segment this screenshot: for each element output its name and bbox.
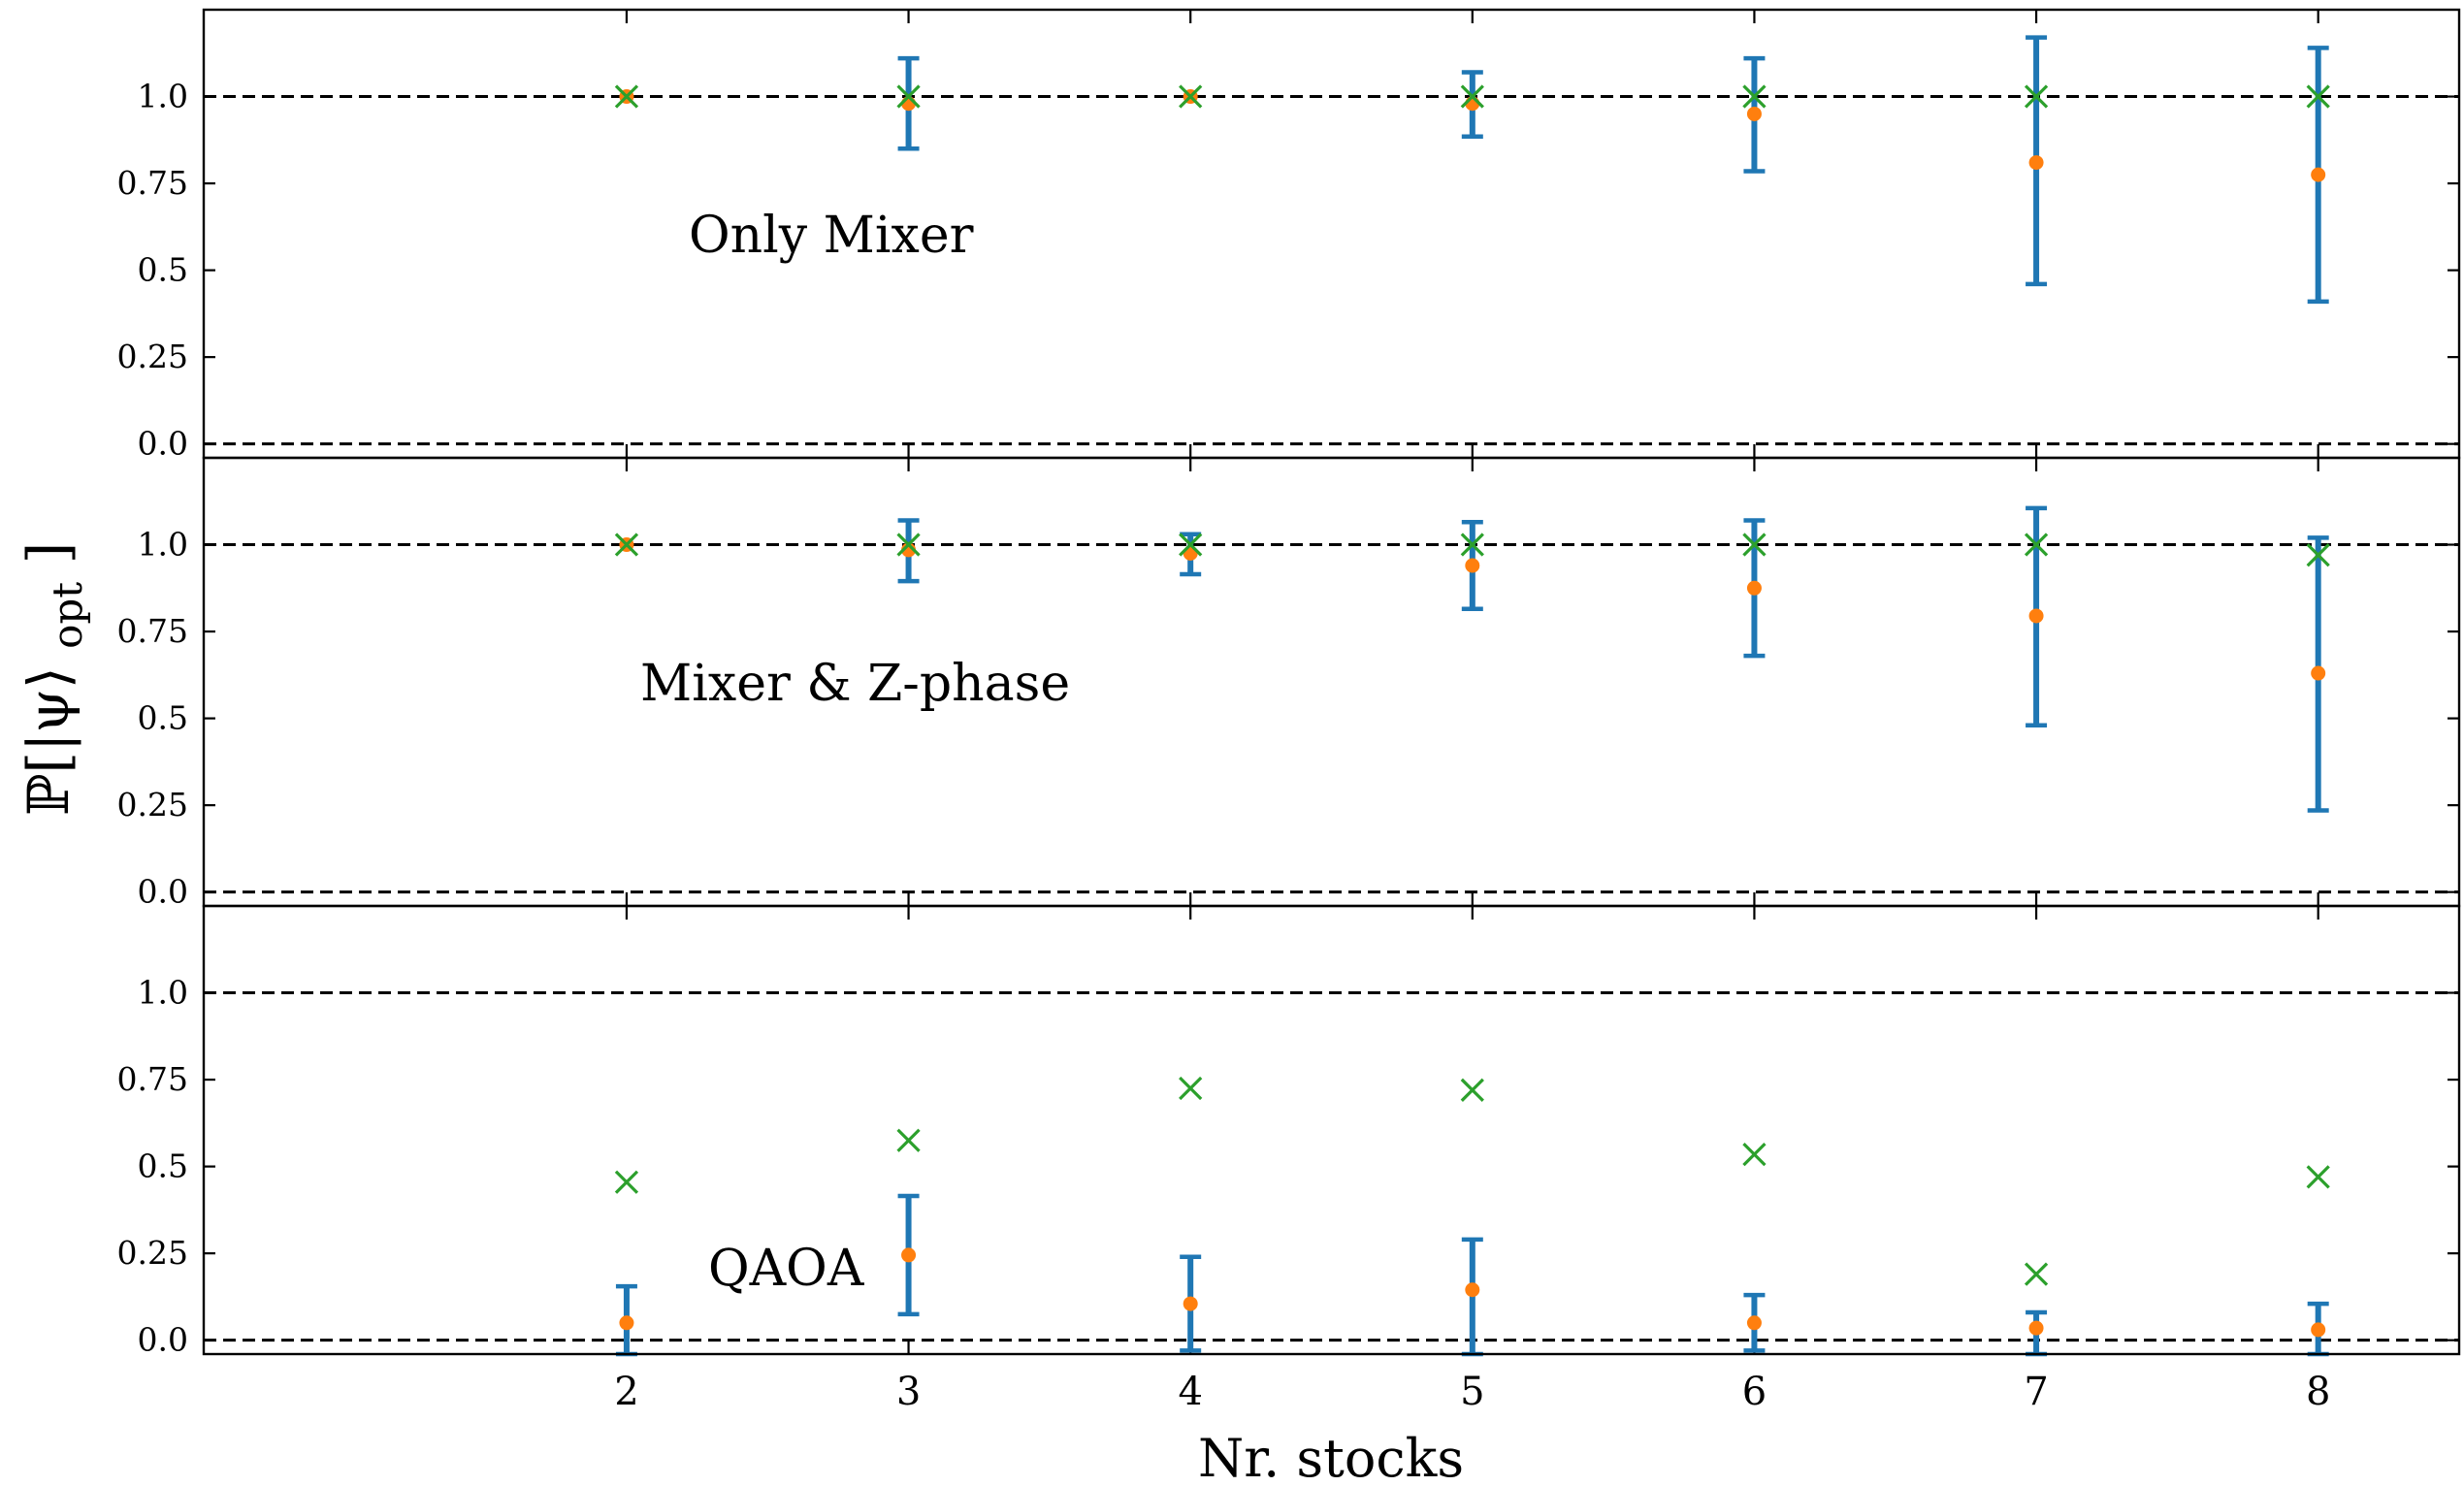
y-tick-label: 0.75 bbox=[117, 164, 188, 202]
mean-point bbox=[901, 1247, 917, 1263]
y-axis-title-subscript: opt bbox=[44, 582, 91, 649]
max-marker bbox=[2306, 84, 2330, 109]
panel-frame bbox=[202, 904, 2461, 1356]
y-tick-label: 0.5 bbox=[138, 1147, 188, 1185]
max-marker bbox=[2024, 1262, 2049, 1286]
mean-point bbox=[1465, 1282, 1480, 1298]
max-marker bbox=[1742, 84, 1767, 109]
mean-point bbox=[2028, 608, 2044, 624]
y-tick-label: 0.5 bbox=[138, 251, 188, 289]
max-marker bbox=[2024, 84, 2049, 109]
mean-point bbox=[1746, 580, 1762, 596]
y-tick-label: 0.5 bbox=[138, 699, 188, 737]
mean-point bbox=[1183, 1296, 1198, 1311]
y-tick-label: 0.25 bbox=[117, 1234, 188, 1272]
x-tick-label: 5 bbox=[1460, 1370, 1484, 1414]
mean-point bbox=[2311, 167, 2326, 182]
y-tick-label: 0.0 bbox=[138, 873, 188, 911]
y-tick-label: 0.25 bbox=[117, 786, 188, 824]
y-tick-label: 0.0 bbox=[138, 425, 188, 463]
panel-frame bbox=[202, 456, 2461, 908]
panel-label: Mixer & Z-phase bbox=[640, 655, 1070, 713]
x-tick-label: 6 bbox=[1742, 1370, 1767, 1414]
y-tick-label: 1.0 bbox=[138, 78, 188, 115]
x-axis-title: Nr. stocks bbox=[1198, 1428, 1464, 1486]
max-marker bbox=[1460, 533, 1484, 557]
mean-point bbox=[2028, 155, 2044, 171]
max-marker bbox=[2024, 533, 2049, 557]
panel-label: Only Mixer bbox=[689, 207, 974, 265]
y-tick-label: 0.75 bbox=[117, 1060, 188, 1098]
max-marker bbox=[896, 1128, 921, 1152]
mean-point bbox=[1465, 558, 1480, 573]
y-axis-title: ℙ[|ψ⟩ opt ] bbox=[16, 542, 95, 816]
max-marker bbox=[2306, 543, 2330, 567]
panel-3: 0.0 0.25 0.5 0.75 1.0 QAOA bbox=[117, 904, 2461, 1359]
max-marker bbox=[614, 533, 639, 557]
max-marker bbox=[1179, 533, 1203, 557]
x-tick-labels: 2 3 4 5 6 7 8 bbox=[614, 1370, 2330, 1414]
max-marker bbox=[1460, 1078, 1484, 1102]
x-tick-label: 7 bbox=[2024, 1370, 2048, 1414]
max-marker bbox=[1179, 84, 1203, 109]
y-tick-label: 1.0 bbox=[138, 526, 188, 564]
x-tick-label: 3 bbox=[896, 1370, 921, 1414]
max-marker bbox=[2306, 1165, 2330, 1189]
mean-point bbox=[1746, 1315, 1762, 1331]
mean-point bbox=[2028, 1320, 2044, 1336]
max-marker bbox=[1742, 533, 1767, 557]
mean-point bbox=[619, 1315, 634, 1331]
max-marker bbox=[614, 1170, 639, 1194]
max-marker bbox=[1179, 1076, 1203, 1101]
mean-point bbox=[2311, 1322, 2326, 1338]
panel-frame bbox=[202, 8, 2461, 460]
x-tick-label: 2 bbox=[614, 1370, 638, 1414]
mean-point bbox=[2311, 665, 2326, 681]
y-tick-label: 0.25 bbox=[117, 338, 188, 375]
y-axis-title-close: ] bbox=[16, 542, 81, 565]
x-tick-label: 4 bbox=[1178, 1370, 1202, 1414]
max-marker bbox=[896, 84, 921, 109]
mean-point bbox=[1746, 106, 1762, 121]
max-marker bbox=[1460, 84, 1484, 109]
x-tick-label: 8 bbox=[2306, 1370, 2330, 1414]
y-tick-label: 0.0 bbox=[138, 1321, 188, 1359]
panel-label: QAOA bbox=[708, 1240, 865, 1298]
y-tick-label: 0.75 bbox=[117, 612, 188, 650]
max-marker bbox=[614, 84, 639, 109]
max-marker bbox=[1742, 1142, 1767, 1167]
y-tick-label: 1.0 bbox=[138, 974, 188, 1012]
panel-1: 0.0 0.25 0.5 0.75 1.0 Only Mixer bbox=[117, 8, 2461, 463]
y-axis-title-main: ℙ[|ψ⟩ bbox=[16, 666, 81, 816]
panels: 0.0 0.25 0.5 0.75 1.0 Only Mixer 0.0 0.25 0.5 0.7… bbox=[117, 8, 2461, 1359]
panel-2: 0.0 0.25 0.5 0.75 1.0 Mixer & Z-phase bbox=[117, 456, 2461, 911]
max-marker bbox=[896, 533, 921, 557]
